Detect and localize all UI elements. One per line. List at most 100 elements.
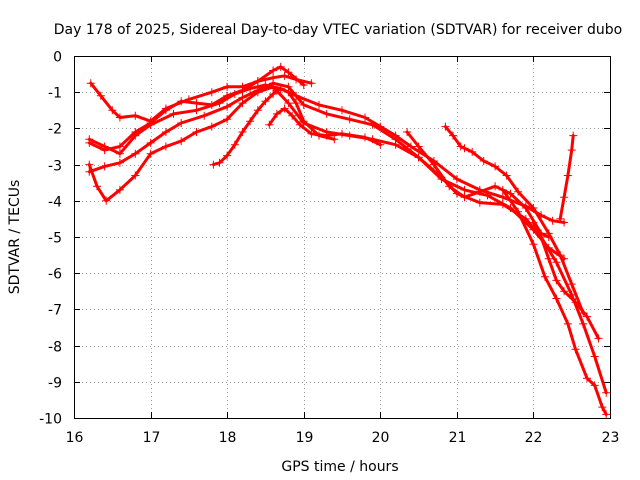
data-point <box>276 84 285 93</box>
data-point <box>315 100 323 109</box>
data-point <box>169 109 178 118</box>
data-point <box>361 113 369 122</box>
y-tick-label: 0 <box>53 50 62 66</box>
data-point <box>86 79 95 88</box>
data-point <box>230 90 239 98</box>
data-point <box>230 140 239 149</box>
data-point <box>498 200 507 209</box>
data-point <box>276 62 285 71</box>
data-point <box>284 68 293 77</box>
data-point <box>146 149 155 158</box>
data-point <box>177 119 186 127</box>
data-point <box>93 182 101 191</box>
data-point <box>102 196 111 205</box>
data-point <box>544 229 553 238</box>
y-tick-label: -3 <box>48 159 62 175</box>
data-point <box>246 84 255 93</box>
series-arc-7 <box>265 104 385 149</box>
data-point <box>161 142 170 151</box>
data-point <box>521 204 530 212</box>
series-arc-12 <box>556 131 578 223</box>
data-point <box>96 91 105 100</box>
data-point <box>246 117 255 126</box>
y-axis-label: SDTVAR / TECUs <box>7 180 23 295</box>
data-point <box>115 185 124 194</box>
data-point <box>502 171 511 180</box>
data-point <box>391 140 400 149</box>
data-point <box>569 131 578 140</box>
data-point <box>288 111 297 120</box>
data-point <box>284 88 293 97</box>
y-tick-label: -4 <box>48 195 62 211</box>
data-point <box>403 128 412 136</box>
y-tick-label: -7 <box>48 303 62 319</box>
data-point <box>598 403 607 412</box>
data-point <box>475 187 484 196</box>
data-point <box>299 81 308 89</box>
data-point <box>131 111 140 120</box>
data-point <box>491 162 500 171</box>
data-series <box>85 62 611 419</box>
data-point <box>272 86 281 95</box>
data-point <box>445 182 454 191</box>
series-arc-10 <box>498 185 611 419</box>
data-point <box>192 128 201 136</box>
data-point <box>192 106 201 115</box>
data-point <box>552 294 561 303</box>
data-point <box>506 189 515 198</box>
data-point <box>590 381 599 390</box>
x-tick-label: 19 <box>296 430 314 446</box>
data-point <box>475 198 484 207</box>
data-point <box>253 88 262 97</box>
data-point <box>115 113 124 122</box>
y-tick-label: -6 <box>48 267 62 283</box>
data-point <box>560 287 569 296</box>
series-arc-8 <box>403 128 553 241</box>
data-point <box>223 151 232 160</box>
data-point <box>556 251 565 260</box>
data-point <box>563 171 572 180</box>
series-trace <box>89 74 313 123</box>
data-point <box>449 131 457 140</box>
axis-ticks: 16 17 18 19 20 21 22 23 0 -1 -2 -3 -4 -5 -6 -7 -8 -9 -10 <box>39 50 619 447</box>
data-point <box>452 175 461 184</box>
data-point <box>441 122 450 131</box>
data-point <box>567 146 576 155</box>
data-point <box>131 171 140 180</box>
data-point <box>307 79 316 88</box>
data-point <box>368 120 377 129</box>
data-point <box>529 240 538 249</box>
data-point <box>161 106 170 115</box>
y-tick-label: -8 <box>48 340 62 356</box>
data-point <box>209 160 218 169</box>
y-tick-label: -10 <box>39 412 62 428</box>
data-point <box>146 120 155 129</box>
data-point <box>299 100 308 109</box>
series-trace <box>531 221 600 340</box>
data-point <box>583 312 591 321</box>
data-point <box>548 216 557 225</box>
data-point <box>560 193 569 202</box>
data-point <box>100 142 109 151</box>
data-point <box>115 149 124 158</box>
data-point <box>406 142 415 151</box>
data-point <box>330 135 339 144</box>
data-point <box>177 97 186 106</box>
x-axis-label: GPS time / hours <box>281 459 398 475</box>
data-point <box>345 115 354 124</box>
data-point <box>280 71 289 80</box>
data-point <box>498 185 507 194</box>
data-point <box>602 410 611 419</box>
data-point <box>456 142 465 151</box>
data-point <box>556 214 565 223</box>
data-point <box>491 182 500 191</box>
series-trace <box>87 65 306 152</box>
data-point <box>307 129 316 138</box>
data-point <box>590 352 599 361</box>
data-point <box>498 193 507 202</box>
y-tick-label: -9 <box>48 376 62 392</box>
x-tick-label: 17 <box>143 430 161 446</box>
data-point <box>85 160 94 169</box>
data-point <box>269 90 278 98</box>
